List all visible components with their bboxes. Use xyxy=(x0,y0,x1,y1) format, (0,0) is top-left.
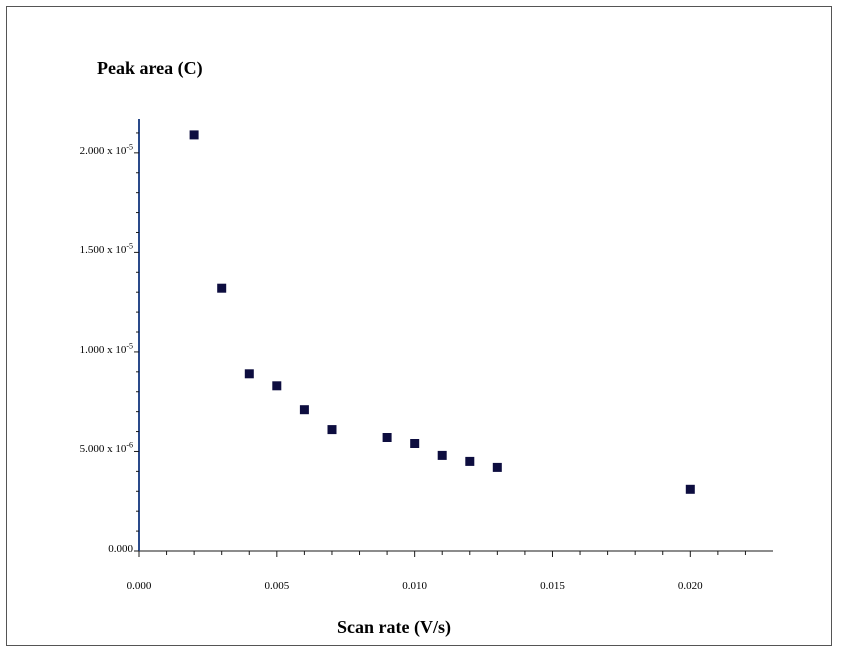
x-tick-label: 0.020 xyxy=(677,580,703,592)
data-point xyxy=(410,439,420,448)
y-tick-label: 1.000 x 10-5 xyxy=(79,341,133,356)
x-tick-label: 0.010 xyxy=(402,580,428,592)
y-tick-label: 5.000 x 10-6 xyxy=(79,440,133,456)
data-point xyxy=(685,484,695,494)
scatter-plot xyxy=(134,119,773,557)
x-tick-label: 0.015 xyxy=(540,580,565,592)
x-tick-label: 0.000 xyxy=(126,580,152,592)
x-axis-label: Scan rate (V/s) xyxy=(337,617,451,637)
data-point xyxy=(217,283,227,293)
data-point xyxy=(189,130,199,140)
chart-title: Peak area (C) xyxy=(97,58,203,78)
y-tick-label: 1.500 x 10-5 xyxy=(79,241,133,257)
y-tick-label: 2.000 x 10-5 xyxy=(79,142,133,157)
data-point xyxy=(327,425,337,435)
data-point xyxy=(492,462,502,472)
data-point xyxy=(382,433,392,442)
data-point xyxy=(465,456,475,466)
data-point xyxy=(437,450,447,460)
data-point xyxy=(244,369,254,379)
chart-frame: Peak area (C) 0.000 5.000 x 10-6 1.000 x 1… xyxy=(6,6,832,646)
data-point xyxy=(299,405,309,415)
data-point xyxy=(272,381,282,391)
x-tick-label: 0.005 xyxy=(264,580,290,592)
y-tick-label: 0.000 xyxy=(108,543,133,555)
